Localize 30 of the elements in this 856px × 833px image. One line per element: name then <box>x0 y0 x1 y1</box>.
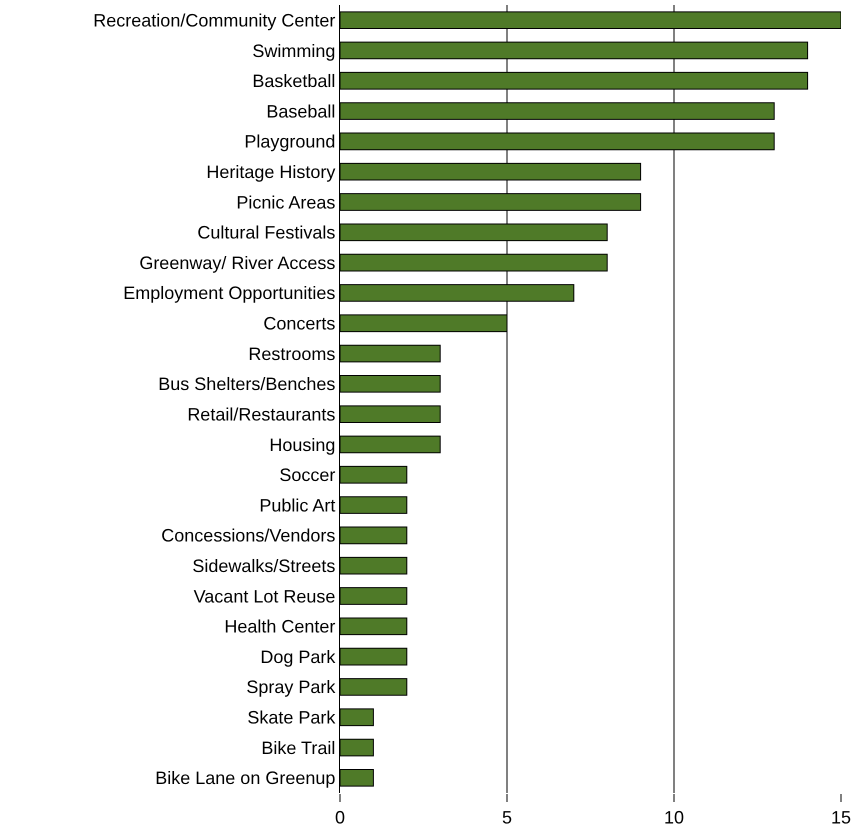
y-tick-label: Soccer <box>279 465 336 486</box>
x-tick-label: 15 <box>830 808 852 828</box>
y-tick-label: Picnic Areas <box>236 192 336 212</box>
x-tick-label: 0 <box>334 808 346 828</box>
y-tick-label: Swimming <box>252 40 336 61</box>
x-tick-label: 5 <box>502 808 512 828</box>
y-tick-label: Skate Park <box>247 708 336 728</box>
y-tick-label: Retail/Restaurants <box>187 404 336 424</box>
y-tick-label: Bus Shelters/Benches <box>158 374 336 394</box>
y-tick-label: Concerts <box>263 314 336 334</box>
y-tick-label: Cultural Festivals <box>197 222 336 243</box>
y-tick-label: Restrooms <box>248 344 336 364</box>
y-tick-label: Basketball <box>252 71 336 92</box>
y-tick-label: Concessions/Vendors <box>161 526 336 546</box>
x-tick-label: 10 <box>664 808 684 828</box>
y-tick-label: Vacant Lot Reuse <box>194 586 336 606</box>
y-tick-label: Greenway/ River Access <box>139 252 336 273</box>
y-tick-label: Bike Lane on Greenup <box>155 768 336 788</box>
y-tick-label: Spray Park <box>246 677 336 698</box>
y-tick-label: Sidewalks/Streets <box>192 556 336 576</box>
y-tick-label: Public Art <box>259 495 336 516</box>
y-tick-label: Baseball <box>266 101 336 122</box>
y-tick-label: Housing <box>269 434 336 455</box>
y-tick-label: Playground <box>244 132 336 152</box>
y-tick-label: Bike Trail <box>261 738 336 758</box>
y-tick-label: Heritage History <box>206 162 336 182</box>
y-tick-label: Employment Opportunities <box>123 283 336 304</box>
y-tick-label: Dog Park <box>260 646 336 667</box>
y-tick-label: Health Center <box>224 616 336 637</box>
y-tick-label: Recreation/Community Center <box>93 10 336 30</box>
